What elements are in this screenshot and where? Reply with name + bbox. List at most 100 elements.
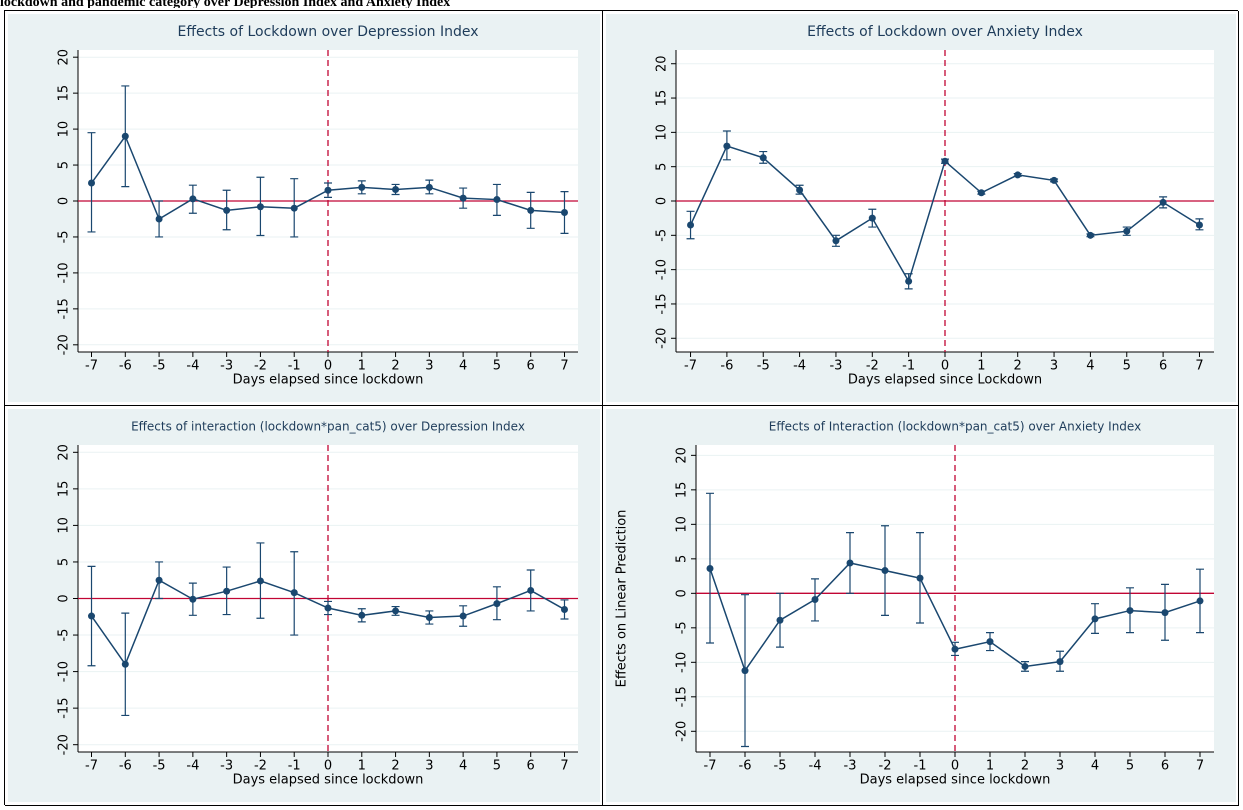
x-tick-label: -2 [254, 359, 267, 374]
y-tick-label: -15 [655, 293, 670, 314]
point [155, 576, 163, 584]
y-tick-label: -10 [675, 652, 690, 673]
x-tick-label: -6 [119, 759, 132, 774]
point [256, 577, 264, 585]
x-axis-label: Days elapsed since Lockdown [848, 373, 1042, 388]
x-tick-label: -2 [866, 359, 879, 374]
point [1091, 615, 1099, 623]
x-tick-label: -4 [809, 759, 822, 774]
point [527, 586, 535, 594]
caption: lockdown and pandemic category over Depr… [0, 0, 451, 8]
x-tick-label: 6 [1161, 759, 1169, 774]
point [88, 179, 96, 187]
x-tick-label: 0 [941, 359, 949, 374]
x-tick-label: 3 [425, 759, 433, 774]
point [1056, 658, 1064, 666]
point [290, 204, 298, 212]
point [1014, 171, 1022, 179]
x-tick-label: -3 [220, 759, 233, 774]
point [425, 183, 433, 191]
x-tick-label: -5 [757, 359, 770, 374]
y-tick-label: 5 [675, 555, 690, 563]
point [493, 196, 501, 204]
x-tick-label: 1 [977, 359, 985, 374]
point [358, 183, 366, 191]
chart: Effects of Interaction (lockdown*pan_cat… [606, 409, 1236, 802]
point [1196, 597, 1204, 605]
x-axis-label: Days elapsed since lockdown [233, 373, 424, 388]
point [1021, 662, 1029, 670]
y-tick-label: 20 [57, 444, 72, 461]
x-tick-label: 7 [560, 759, 568, 774]
y-tick-label: -15 [57, 298, 72, 319]
x-tick-label: 5 [493, 359, 501, 374]
point [155, 215, 163, 223]
point [1159, 198, 1167, 206]
point [189, 195, 197, 203]
x-tick-label: -5 [153, 359, 166, 374]
point [256, 203, 264, 211]
x-tick-label: 2 [391, 759, 399, 774]
x-tick-label: 2 [1014, 359, 1022, 374]
point [121, 132, 129, 140]
y-tick-label: 20 [57, 49, 72, 66]
x-tick-label: -1 [288, 759, 301, 774]
point [811, 596, 819, 604]
point [324, 186, 332, 194]
x-tick-label: -1 [914, 759, 927, 774]
point [425, 614, 433, 622]
point [290, 589, 298, 597]
point [459, 194, 467, 202]
point [881, 567, 889, 575]
y-tick-label: 20 [675, 447, 690, 464]
x-tick-label: -5 [153, 759, 166, 774]
x-tick-label: 0 [324, 759, 332, 774]
chart: Effects of Lockdown over Depression Inde… [8, 14, 600, 402]
point [759, 154, 767, 162]
point [687, 221, 695, 229]
x-tick-label: 4 [1086, 359, 1094, 374]
y-tick-label: 10 [655, 124, 670, 141]
x-tick-label: -3 [844, 759, 857, 774]
y-tick-label: 15 [675, 482, 690, 499]
y-tick-label: -20 [655, 328, 670, 349]
point [560, 605, 568, 613]
point [324, 604, 332, 612]
y-axis-label: Effects on Linear Prediction [615, 510, 630, 688]
point [121, 660, 129, 668]
y-tick-label: 0 [57, 594, 72, 602]
x-tick-label: 5 [1123, 359, 1131, 374]
y-tick-label: 5 [655, 163, 670, 171]
x-tick-label: 6 [527, 359, 535, 374]
x-tick-label: -1 [288, 359, 301, 374]
x-tick-label: -2 [879, 759, 892, 774]
y-tick-label: -15 [57, 698, 72, 719]
x-tick-label: 3 [1050, 359, 1058, 374]
x-tick-label: 7 [1195, 359, 1203, 374]
x-tick-label: -4 [186, 359, 199, 374]
x-tick-label: -3 [829, 359, 842, 374]
chart-title: Effects of Interaction (lockdown*pan_cat… [769, 420, 1141, 434]
point [832, 237, 840, 245]
y-tick-label: 10 [57, 517, 72, 534]
point [88, 612, 96, 620]
y-tick-label: -5 [57, 230, 72, 243]
y-tick-label: -15 [675, 686, 690, 707]
point [1126, 607, 1134, 615]
y-tick-label: -10 [655, 259, 670, 280]
x-tick-label: -6 [739, 759, 752, 774]
point [986, 638, 994, 646]
point [493, 600, 501, 608]
x-tick-label: 1 [358, 759, 366, 774]
y-tick-label: -10 [57, 661, 72, 682]
point [560, 209, 568, 217]
x-tick-label: 0 [951, 759, 959, 774]
panel: Effects of Lockdown over Depression Inde… [5, 11, 603, 406]
x-tick-label: 4 [459, 359, 467, 374]
x-tick-label: -1 [902, 359, 915, 374]
y-tick-label: -5 [57, 629, 72, 642]
y-tick-label: -5 [675, 621, 690, 634]
y-tick-label: 10 [675, 516, 690, 533]
chart: Effects of Lockdown over Anxiety Index -2… [606, 14, 1236, 402]
